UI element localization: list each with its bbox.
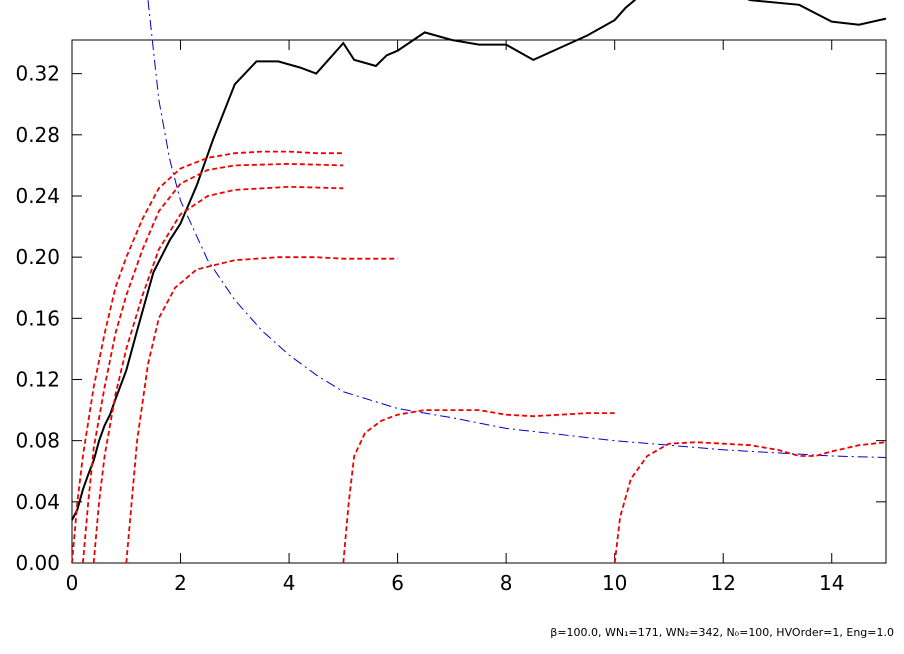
y-tick-label: 0.08: [15, 429, 60, 453]
y-tick-label: 0.04: [15, 490, 60, 514]
series-line: [71, 0, 887, 521]
series-line: [71, 150, 344, 564]
series-line: [92, 185, 344, 564]
series-line: [125, 256, 398, 564]
y-tick-label: 0.20: [15, 245, 60, 269]
series-line: [613, 441, 887, 564]
annotation: β=100.0, WN₁=171, WN₂=342, N₀=100, HVOrd…: [550, 626, 894, 639]
x-tick-label: 10: [602, 571, 627, 595]
y-tick-label: 0.16: [15, 306, 60, 330]
y-tick-label: 0.12: [15, 367, 60, 391]
series-line: [147, 0, 887, 458]
x-tick-label: 14: [819, 571, 844, 595]
x-tick-label: 4: [283, 571, 296, 595]
y-tick-label: 0.00: [15, 551, 60, 575]
x-tick-label: 0: [66, 571, 79, 595]
series-line: [82, 162, 344, 564]
plot-frame: [71, 39, 887, 564]
y-tick-label: 0.32: [15, 62, 60, 86]
x-tick-label: 2: [174, 571, 187, 595]
y-tick-label: 0.24: [15, 184, 60, 208]
series-line: [342, 409, 615, 564]
x-tick-label: 6: [391, 571, 404, 595]
y-tick-label: 0.28: [15, 123, 60, 147]
x-tick-label: 8: [500, 571, 513, 595]
x-tick-label: 12: [710, 571, 735, 595]
